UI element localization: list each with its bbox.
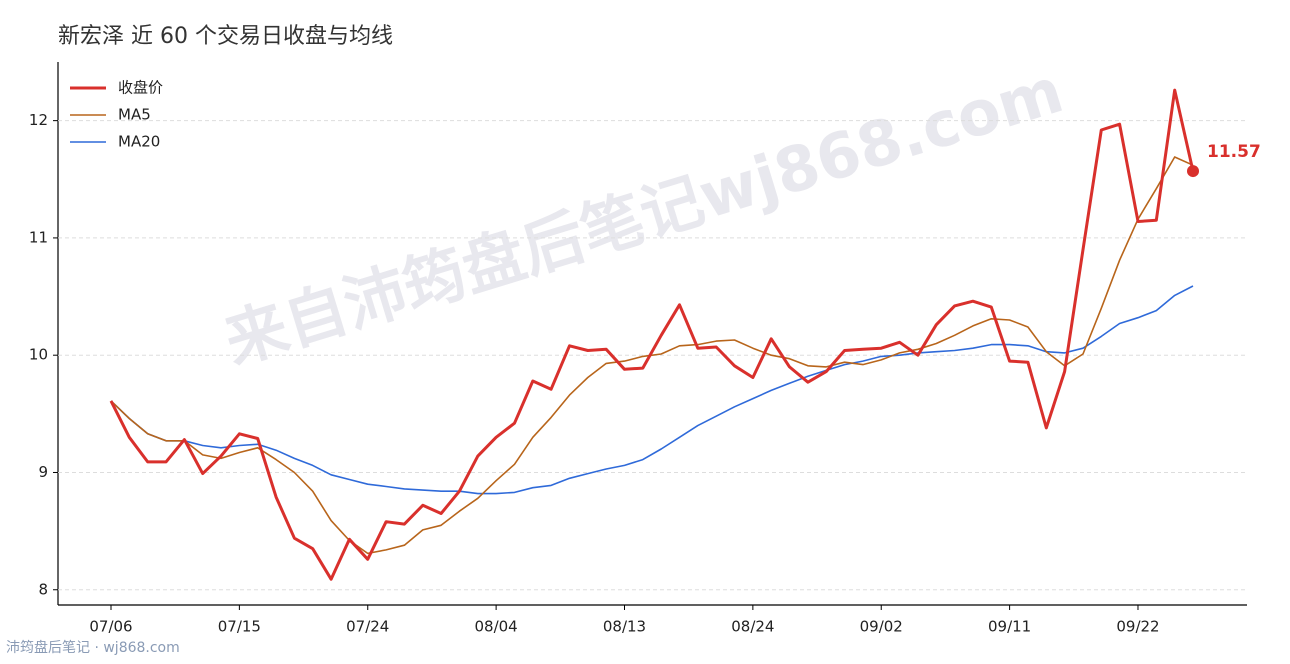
- y-tick-label: 11: [29, 228, 48, 246]
- series-line: [110, 156, 1194, 555]
- x-tick-label: 09/22: [1116, 618, 1159, 636]
- legend-label: 收盘价: [118, 79, 163, 97]
- y-tick-label: 8: [38, 580, 48, 598]
- chart-title: 新宏泽 近 60 个交易日收盘与均线: [58, 24, 393, 49]
- source: 沛筠盘后笔记 · wj868.com: [6, 639, 180, 656]
- x-tick-label: 09/02: [860, 618, 903, 636]
- legend-label: MA5: [118, 106, 151, 124]
- watermark: 来自沛筠盘后笔记wj868.com: [216, 53, 1071, 378]
- x-tick-label: 08/04: [475, 618, 518, 636]
- x-tick-label: 09/11: [988, 618, 1031, 636]
- y-tick-label: 9: [38, 463, 48, 481]
- x-tick-label: 08/24: [731, 618, 774, 636]
- last-point: [1187, 165, 1199, 178]
- last-value-label: 11.57: [1207, 142, 1261, 162]
- x-tick-label: 07/15: [218, 618, 261, 636]
- x-tick-label: 07/06: [89, 618, 132, 636]
- x-tick-label: 08/13: [603, 618, 646, 636]
- series-line: [109, 88, 1195, 581]
- x-tick-label: 07/24: [346, 618, 389, 636]
- series-line: [110, 285, 1194, 495]
- legend-label: MA20: [118, 133, 160, 151]
- y-tick-label: 12: [29, 111, 48, 129]
- y-tick-label: 10: [29, 346, 48, 364]
